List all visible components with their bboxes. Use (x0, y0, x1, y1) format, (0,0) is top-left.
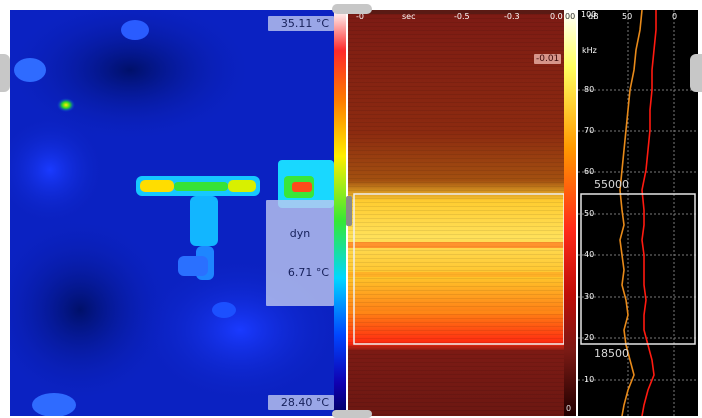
spectro-scale-bottom: 0 (566, 404, 572, 413)
bottom-drag-handle[interactable] (332, 410, 372, 418)
freq-tick-30: 30 (584, 292, 595, 301)
left-drag-handle[interactable] (0, 54, 10, 92)
top-drag-handle[interactable] (332, 4, 372, 14)
freq-tick-70: 70 (584, 126, 595, 135)
spectrogram-color-scale: 00 0 (564, 10, 576, 416)
max-temperature-label: 35.11 °C (268, 16, 334, 31)
db-unit: dB (588, 12, 599, 21)
time-tick-1: -0.5 (454, 12, 470, 21)
spectrogram-divider-handle[interactable] (346, 196, 352, 226)
spectrum-plot[interactable]: dB 50 0 kHz 100 90 80 70 60 50 40 30 20 … (578, 10, 698, 416)
spectrogram-scale-marker: -0.01 (534, 54, 562, 64)
min-temperature-label: 28.40 °C (268, 395, 334, 410)
right-drag-handle[interactable] (690, 54, 702, 92)
time-tick-2: -0.3 (504, 12, 520, 21)
spectrum-traces (578, 10, 698, 416)
selection-bottom-frequency: 18500 (594, 347, 629, 360)
spectrogram-view[interactable]: -0 sec -0.5 -0.3 0.0 -0.01 (348, 10, 564, 416)
spectrogram-image (348, 10, 564, 416)
spectro-scale-top: 00 (565, 12, 576, 21)
db-tick-0: 0 (672, 12, 678, 21)
dynamic-range-label: dyn 6.71 °C (266, 200, 334, 306)
db-tick-50: 50 (622, 12, 633, 21)
thermal-color-scale (334, 10, 346, 416)
freq-tick-50: 50 (584, 209, 595, 218)
time-tick-3: 0.0 (550, 12, 563, 21)
time-axis-unit: sec (402, 12, 416, 21)
freq-unit: kHz (582, 46, 597, 55)
dynamic-mode-text: dyn (289, 227, 311, 240)
freq-tick-60: 60 (584, 167, 595, 176)
time-tick-first: -0 (356, 12, 364, 21)
dynamic-range-value: 6.71 °C (287, 266, 329, 279)
thermal-image-view[interactable]: 35.11 °C dyn 6.71 °C 28.40 °C (10, 10, 334, 416)
freq-tick-40: 40 (584, 250, 595, 259)
freq-tick-10: 10 (584, 375, 595, 384)
freq-tick-80: 80 (584, 85, 595, 94)
freq-tick-100: 100 (581, 10, 597, 19)
selection-top-frequency: 55000 (594, 178, 629, 191)
freq-tick-20: 20 (584, 333, 595, 342)
